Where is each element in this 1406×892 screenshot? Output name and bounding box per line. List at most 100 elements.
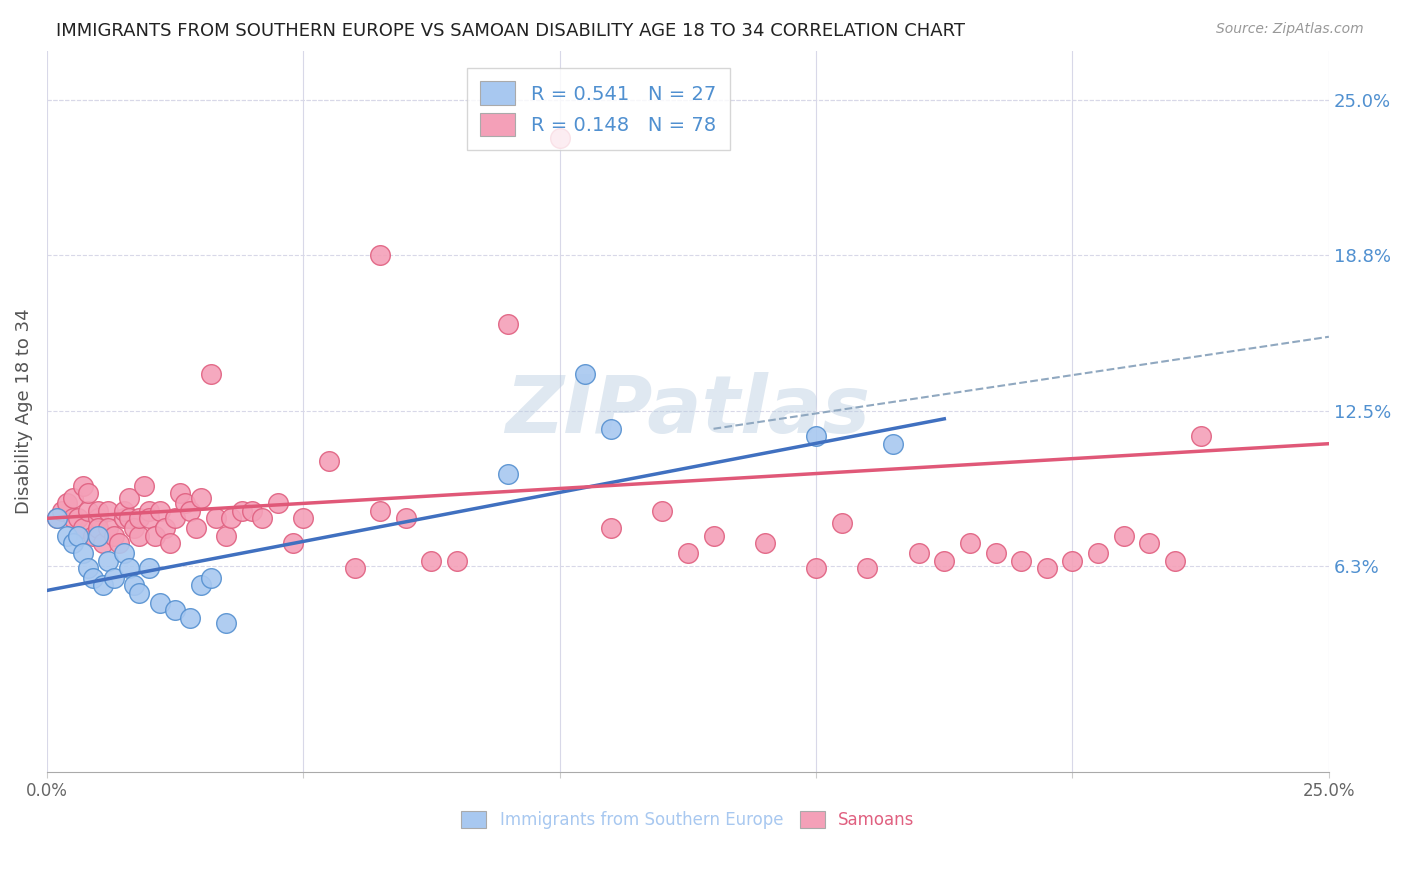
Text: ZIPatlas: ZIPatlas (505, 372, 870, 450)
Point (138, 511, 160, 525)
Point (169, 486, 191, 500)
Point (266, 496, 288, 510)
Point (91, 536, 114, 550)
Point (395, 511, 418, 525)
Point (907, 546, 929, 560)
Point (231, 504, 253, 518)
Point (107, 536, 129, 550)
Point (179, 611, 201, 625)
Point (122, 521, 145, 535)
Point (72, 546, 94, 560)
Point (122, 578, 145, 592)
Point (138, 561, 160, 575)
Point (959, 536, 981, 550)
Point (143, 529, 166, 543)
Point (1062, 553, 1084, 567)
Point (215, 529, 238, 543)
Point (804, 429, 827, 443)
Point (240, 504, 263, 518)
Point (138, 504, 160, 518)
Point (190, 491, 212, 506)
Point (174, 496, 197, 510)
Point (205, 511, 228, 525)
Point (676, 546, 699, 560)
Point (184, 521, 207, 535)
Point (62, 536, 84, 550)
Point (252, 511, 274, 525)
Point (498, 318, 520, 332)
Point (1036, 561, 1059, 575)
Point (72, 521, 94, 535)
Point (153, 521, 176, 535)
Point (87, 521, 110, 535)
Point (87, 529, 110, 543)
Point (343, 561, 366, 575)
Point (831, 516, 853, 531)
Point (97, 504, 120, 518)
Point (91, 578, 114, 592)
Point (112, 546, 135, 560)
Text: IMMIGRANTS FROM SOUTHERN EUROPE VS SAMOAN DISABILITY AGE 18 TO 34 CORRELATION CH: IMMIGRANTS FROM SOUTHERN EUROPE VS SAMOA… (56, 22, 966, 40)
Point (200, 571, 222, 585)
Point (221, 511, 243, 525)
Point (87, 511, 110, 525)
Point (97, 521, 120, 535)
Point (46, 511, 69, 525)
Point (66, 529, 89, 543)
Point (281, 536, 304, 550)
Point (190, 578, 212, 592)
Point (651, 504, 673, 518)
Y-axis label: Disability Age 18 to 34: Disability Age 18 to 34 (15, 309, 32, 514)
Point (159, 536, 181, 550)
Point (804, 561, 827, 575)
Point (600, 521, 623, 535)
Point (1139, 536, 1161, 550)
Point (128, 511, 150, 525)
Point (62, 491, 84, 506)
Point (934, 553, 956, 567)
Point (882, 436, 904, 450)
Point (368, 504, 391, 518)
Point (118, 561, 141, 575)
Point (97, 553, 120, 567)
Point (128, 586, 150, 600)
Point (215, 615, 238, 630)
Point (754, 536, 776, 550)
Point (128, 529, 150, 543)
Point (66, 511, 89, 525)
Point (984, 546, 1007, 560)
Text: Source: ZipAtlas.com: Source: ZipAtlas.com (1216, 22, 1364, 37)
Point (134, 479, 156, 493)
Point (56, 529, 79, 543)
Point (103, 571, 125, 585)
Point (165, 511, 187, 525)
Point (179, 504, 201, 518)
Point (77, 504, 100, 518)
Point (56, 496, 79, 510)
Point (112, 504, 135, 518)
Point (46, 511, 69, 525)
Point (200, 367, 222, 381)
Point (51, 504, 73, 518)
Point (165, 603, 187, 617)
Point (149, 504, 172, 518)
Point (62, 511, 84, 525)
Point (103, 529, 125, 543)
Point (82, 529, 104, 543)
Point (149, 596, 172, 610)
Point (574, 367, 596, 381)
Point (368, 247, 391, 261)
Point (498, 467, 520, 481)
Point (446, 553, 468, 567)
Point (72, 479, 94, 493)
Point (292, 511, 315, 525)
Point (318, 454, 340, 468)
Point (548, 130, 571, 145)
Point (82, 571, 104, 585)
Point (77, 486, 100, 500)
Point (856, 561, 879, 575)
Point (702, 529, 724, 543)
Point (118, 511, 141, 525)
Legend: Immigrants from Southern Europe, Samoans: Immigrants from Southern Europe, Samoans (454, 805, 921, 836)
Point (1189, 429, 1212, 443)
